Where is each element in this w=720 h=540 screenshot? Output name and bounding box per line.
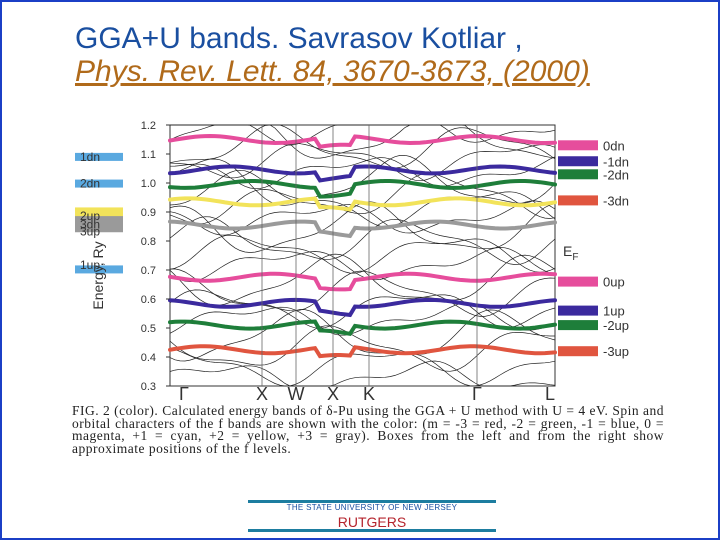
band-line: [170, 124, 556, 146]
band-line: [169, 247, 556, 282]
right-level-box: [558, 169, 598, 180]
band-line: [169, 200, 556, 236]
right-level-box: [558, 320, 598, 331]
f-band: [168, 319, 557, 336]
right-level-label: -2dn: [603, 167, 629, 182]
left-level-box: [75, 211, 123, 220]
right-level-label: -3up: [603, 344, 629, 359]
reference-link[interactable]: Phys. Rev. Lett. 84, 3670-3673, (2000): [75, 55, 590, 88]
right-level-box: [558, 140, 598, 151]
left-level-label: 2dn: [80, 177, 100, 191]
f-band: [168, 133, 557, 149]
f-band: [168, 219, 557, 239]
x-tick-label: X: [327, 384, 339, 404]
left-level-label: 3up: [80, 225, 100, 239]
y-tick-label: 0.6: [141, 294, 156, 306]
right-level-label: -1dn: [603, 154, 629, 169]
f-band: [168, 271, 557, 292]
y-tick-label: 0.5: [141, 323, 156, 335]
left-level-box: [75, 220, 123, 229]
right-level-label: 0dn: [603, 138, 625, 153]
y-tick-label: 1.0: [141, 178, 156, 190]
f-band: [168, 196, 557, 212]
y-tick-label: 1.2: [141, 120, 156, 132]
left-level-label: 1up: [80, 258, 100, 272]
left-level-label: 1dn: [80, 150, 100, 164]
x-tick-label: W: [288, 384, 305, 404]
right-level-box: [558, 156, 598, 167]
f-band: [168, 164, 557, 183]
right-level-label: -3dn: [603, 193, 629, 208]
plot-area: [168, 124, 557, 387]
figure-caption: FIG. 2 (color). Calculated energy bands …: [72, 403, 664, 456]
right-level-label: -2up: [603, 318, 629, 333]
x-tick-label: X: [256, 384, 268, 404]
left-level-box: [75, 224, 123, 233]
footer-rule-top: [248, 500, 496, 503]
left-level-label: 3dn: [80, 217, 100, 231]
x-tick-label: Γ: [472, 384, 482, 404]
band-line: [169, 124, 556, 159]
left-level-box: [75, 179, 123, 188]
right-level-box: [558, 305, 598, 316]
left-level-label: 2up: [80, 209, 100, 223]
f-band: [168, 344, 557, 359]
band-line: [169, 309, 556, 362]
right-level-legend: 0dn-1dn-2dn -3dn 0up 1up-2up -3up: [558, 138, 629, 359]
symmetry-lines: [261, 125, 478, 386]
band-line: [169, 360, 556, 387]
y-tick-label: 0.8: [141, 236, 156, 248]
colored-bands: [168, 133, 557, 359]
right-level-box: [558, 346, 598, 357]
y-tick-label: 0.7: [141, 265, 156, 277]
left-level-boxes: [75, 152, 123, 274]
y-axis-ticks: 1.2 1.1 1.0 0.9 0.8 0.7 0.6 0.5 0.4 0.3: [141, 120, 170, 393]
band-line: [169, 347, 556, 387]
y-tick-label: 0.4: [141, 352, 156, 364]
f-band: [168, 179, 557, 199]
right-level-label: 0up: [603, 275, 625, 290]
left-level-box: [75, 207, 123, 216]
x-tick-label: K: [363, 384, 375, 404]
right-level-box: [558, 195, 598, 206]
thin-bands: [169, 124, 556, 387]
x-tick-label: Γ: [179, 384, 189, 404]
band-line: [169, 289, 556, 329]
band-line: [169, 169, 556, 219]
band-line: [169, 325, 555, 372]
y-tick-label: 1.1: [141, 149, 156, 161]
band-line: [169, 154, 556, 206]
y-axis-label: Energy, Ry: [90, 241, 106, 309]
x-tick-label: L: [545, 384, 555, 404]
left-level-box: [75, 152, 123, 161]
band-line: [169, 234, 556, 274]
right-level-box: [558, 276, 598, 287]
y-tick-label: 0.9: [141, 207, 156, 219]
fermi-level-label: EF: [563, 243, 578, 263]
band-line: [169, 268, 556, 317]
footer-university: THE STATE UNIVERSITY OF NEW JERSEY: [286, 503, 458, 512]
left-level-box: [75, 216, 123, 225]
f-band: [168, 297, 557, 318]
band-line: [169, 216, 556, 265]
band-line: [169, 143, 556, 182]
y-tick-label: 0.3: [141, 381, 156, 393]
left-level-box: [75, 265, 123, 274]
footer-rule-bottom: [248, 529, 496, 532]
right-level-label: 1up: [603, 304, 625, 319]
band-line: [169, 302, 556, 336]
footer-rutgers: RUTGERS: [337, 514, 407, 530]
slide-title: GGA+U bands. Savrasov Kotliar ,: [75, 22, 523, 55]
